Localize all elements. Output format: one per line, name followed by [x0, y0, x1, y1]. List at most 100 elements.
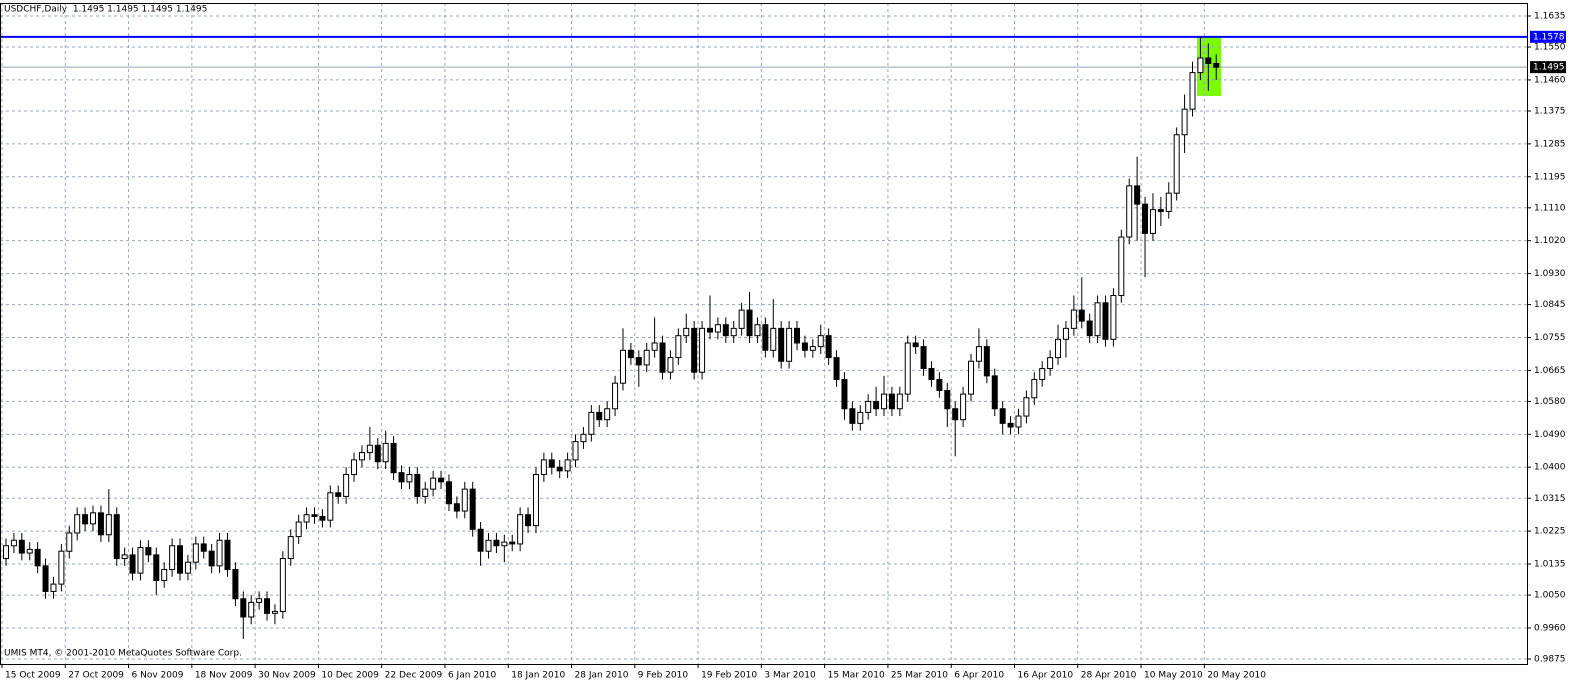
- x-tick-label: 3 Mar 2010: [764, 671, 816, 681]
- candle-body: [778, 327, 785, 362]
- candle-body: [501, 541, 508, 547]
- candle-body: [1118, 236, 1125, 296]
- candle-body: [944, 389, 951, 410]
- price-label-box: [1530, 30, 1566, 43]
- candle-body: [841, 379, 848, 410]
- x-tick-label: 9 Feb 2010: [638, 671, 689, 681]
- x-tick-label: 28 Jan 2010: [575, 671, 629, 681]
- candle-body: [366, 444, 373, 454]
- candle-body: [888, 393, 895, 410]
- y-tick-label: 1.1195: [1534, 172, 1566, 182]
- chart-title: USDCHF,Daily 1.1495 1.1495 1.1495 1.1495: [4, 5, 207, 15]
- candle-body: [97, 512, 104, 536]
- y-tick-label: 1.0400: [1534, 463, 1566, 473]
- candle-body: [659, 342, 666, 373]
- candle-body: [279, 558, 286, 613]
- candle-body: [691, 327, 698, 373]
- price-label: 1.1578: [1533, 32, 1565, 42]
- candle-body: [74, 514, 81, 534]
- candle-body: [627, 349, 634, 359]
- candle-body: [1007, 422, 1014, 428]
- copyright: UMIS MT4, © 2001-2010 MetaQuotes Softwar…: [4, 649, 242, 659]
- candle-body: [445, 481, 452, 505]
- candle-body: [1078, 309, 1085, 322]
- candle-body: [881, 393, 888, 410]
- candle-body: [1205, 57, 1212, 64]
- candle-body: [453, 503, 460, 512]
- candle-body: [3, 545, 9, 560]
- candle-body: [1181, 108, 1188, 136]
- candle-body: [1062, 327, 1069, 340]
- y-tick-label: 1.0665: [1534, 366, 1566, 376]
- candle-body: [1126, 185, 1133, 238]
- x-tick-label: 6 Apr 2010: [954, 671, 1004, 681]
- candle-body: [105, 514, 112, 536]
- candle-body: [1023, 397, 1030, 417]
- candle-body: [319, 516, 326, 521]
- candle-body: [1149, 209, 1156, 234]
- candle-body: [904, 342, 911, 395]
- candle-body: [968, 360, 975, 395]
- candle-body: [794, 327, 800, 344]
- candle-body: [414, 474, 421, 497]
- candle-body: [746, 309, 753, 337]
- candle-body: [390, 442, 397, 474]
- candle-body: [398, 472, 405, 483]
- y-tick-label: 1.1375: [1534, 106, 1566, 116]
- candle-body: [358, 452, 365, 461]
- candle-body: [303, 514, 310, 523]
- candle-body: [240, 598, 247, 618]
- candle-body: [1070, 309, 1077, 329]
- price-label: 1.1495: [1533, 63, 1565, 73]
- candle-body: [66, 532, 73, 552]
- candle-body: [232, 568, 239, 600]
- candle-body: [177, 545, 184, 574]
- x-tick-label: 22 Dec 2009: [385, 671, 443, 681]
- candle-body: [580, 433, 587, 443]
- x-tick-label: 6 Nov 2009: [132, 671, 184, 681]
- y-tick-label: 1.0930: [1534, 269, 1566, 279]
- x-tick-label: 30 Nov 2009: [258, 671, 316, 681]
- x-tick-label: 15 Mar 2010: [828, 671, 885, 681]
- candle-body: [113, 514, 120, 560]
- candle-body: [643, 349, 650, 366]
- candle-body: [200, 543, 207, 552]
- candle-body: [1086, 320, 1093, 337]
- x-tick-label: 20 May 2010: [1207, 671, 1266, 681]
- candle-body: [999, 408, 1006, 424]
- candle-body: [1039, 368, 1046, 381]
- x-tick-label: 27 Oct 2009: [68, 671, 124, 681]
- candle-body: [920, 346, 927, 370]
- candle-body: [438, 477, 445, 483]
- candle-body: [817, 335, 824, 348]
- candle-body: [1157, 209, 1164, 212]
- plot-frame: [0, 3, 1528, 665]
- y-tick-label: 1.0225: [1534, 527, 1566, 537]
- candle-body: [406, 474, 413, 483]
- y-tick-label: 1.1110: [1534, 203, 1566, 213]
- y-tick-label: 1.0755: [1534, 333, 1566, 343]
- candle-body: [952, 408, 959, 421]
- candle-body: [857, 411, 864, 424]
- y-tick-label: 1.0135: [1534, 560, 1566, 570]
- y-tick-label: 1.1285: [1534, 139, 1566, 149]
- candle-body: [825, 335, 832, 359]
- candle-body: [1110, 294, 1117, 340]
- candle-body: [224, 539, 231, 570]
- candle-body: [730, 327, 737, 337]
- candle-body: [82, 514, 89, 525]
- x-tick-label: 6 Jan 2010: [448, 671, 496, 681]
- candle-body: [343, 474, 350, 497]
- candle-body: [873, 400, 880, 410]
- candle-body: [896, 393, 903, 410]
- y-tick-label: 1.1635: [1534, 12, 1566, 22]
- price-label-box: [1530, 61, 1566, 74]
- candle-body: [983, 346, 990, 377]
- candle-body: [477, 528, 484, 552]
- candle-body: [42, 565, 49, 592]
- x-tick-label: 10 Dec 2009: [321, 671, 379, 681]
- candle-body: [129, 554, 136, 574]
- candle-body: [351, 459, 358, 476]
